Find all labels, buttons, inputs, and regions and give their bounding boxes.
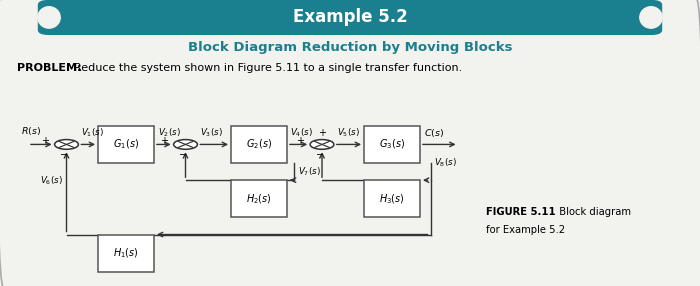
Text: $H_2(s)$: $H_2(s)$	[246, 192, 272, 206]
Text: Reduce the system shown in Figure 5.11 to a single transfer function.: Reduce the system shown in Figure 5.11 t…	[74, 63, 462, 73]
Text: +: +	[160, 136, 168, 146]
Text: Block diagram: Block diagram	[553, 207, 631, 217]
Text: PROBLEM:: PROBLEM:	[18, 63, 82, 73]
Text: $V_5(s)$: $V_5(s)$	[337, 126, 360, 139]
Text: $H_3(s)$: $H_3(s)$	[379, 192, 405, 206]
Ellipse shape	[640, 7, 662, 28]
FancyBboxPatch shape	[98, 235, 154, 272]
Text: −: −	[60, 150, 69, 160]
Text: +: +	[318, 128, 326, 138]
FancyBboxPatch shape	[98, 126, 154, 163]
Text: $V_1(s)$: $V_1(s)$	[81, 126, 104, 139]
FancyBboxPatch shape	[231, 180, 287, 217]
Text: −: −	[316, 150, 324, 160]
Ellipse shape	[38, 7, 60, 28]
FancyBboxPatch shape	[364, 180, 420, 217]
Text: $V_7(s)$: $V_7(s)$	[298, 165, 321, 178]
Circle shape	[55, 140, 78, 149]
Text: Block Diagram Reduction by Moving Blocks: Block Diagram Reduction by Moving Blocks	[188, 41, 512, 54]
Text: $H_1(s)$: $H_1(s)$	[113, 246, 139, 260]
Text: for Example 5.2: for Example 5.2	[486, 225, 566, 235]
Circle shape	[174, 140, 197, 149]
Text: $G_2(s)$: $G_2(s)$	[246, 138, 272, 151]
Text: +: +	[41, 136, 49, 146]
Text: Example 5.2: Example 5.2	[293, 9, 407, 26]
Text: $R(s)$: $R(s)$	[21, 125, 41, 137]
Text: −: −	[179, 150, 188, 160]
Text: $V_6(s)$: $V_6(s)$	[40, 174, 63, 187]
Text: $G_1(s)$: $G_1(s)$	[113, 138, 139, 151]
Text: $C(s)$: $C(s)$	[424, 127, 444, 139]
Text: +: +	[296, 136, 304, 146]
Text: $V_2(s)$: $V_2(s)$	[158, 126, 181, 139]
Circle shape	[310, 140, 334, 149]
Text: $G_3(s)$: $G_3(s)$	[379, 138, 405, 151]
FancyBboxPatch shape	[38, 1, 661, 34]
Text: $V_4(s)$: $V_4(s)$	[290, 126, 314, 139]
Text: $V_8(s)$: $V_8(s)$	[434, 157, 457, 169]
FancyBboxPatch shape	[231, 126, 287, 163]
FancyBboxPatch shape	[364, 126, 420, 163]
Text: $V_3(s)$: $V_3(s)$	[200, 126, 223, 139]
Text: FIGURE 5.11: FIGURE 5.11	[486, 207, 556, 217]
